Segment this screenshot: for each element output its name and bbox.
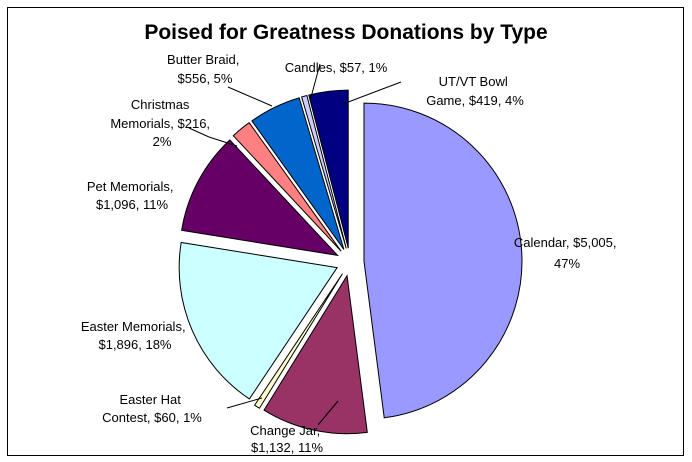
label-pet-memorials: Pet Memorials, $1,096, 11% — [87, 179, 177, 212]
label-butter-braid: Butter Braid, $556, 5% — [167, 52, 243, 86]
label-calendar: Calendar, $5,005, 47% — [514, 235, 620, 271]
slice-calendar — [363, 102, 523, 419]
label-change-jar: Change Jar, $1,132, 11% — [250, 423, 324, 455]
label-candles: Candles, $57, 1% — [285, 60, 388, 75]
slice-easter-memorials — [178, 241, 339, 400]
label-christmas-memorials: Christmas Memorials, $216, 2% — [110, 97, 213, 149]
slice-change-jar — [263, 274, 368, 435]
leader-line — [317, 400, 339, 426]
slice-christmas-memorials — [232, 121, 342, 252]
label-easter-memorials: Easter Memorials, $1,896, 18% — [81, 319, 189, 352]
label-ut-vt-bowl-game: UT/VT Bowl Game, $419, 4% — [426, 74, 524, 108]
slice-easter-hat-contest — [253, 273, 343, 409]
label-easter-hat-contest: Easter Hat Contest, $60, 1% — [102, 392, 202, 425]
slice-ut-vt-bowl-game — [308, 89, 349, 249]
slice-butter-braid — [251, 97, 345, 250]
leader-line — [188, 127, 238, 147]
leader-line — [226, 397, 263, 409]
slice-candles — [300, 94, 347, 249]
leader-line — [309, 63, 321, 102]
leader-line — [342, 81, 402, 105]
leader-line — [227, 86, 273, 107]
chart-title: Poised for Greatness Donations by Type — [144, 21, 548, 44]
